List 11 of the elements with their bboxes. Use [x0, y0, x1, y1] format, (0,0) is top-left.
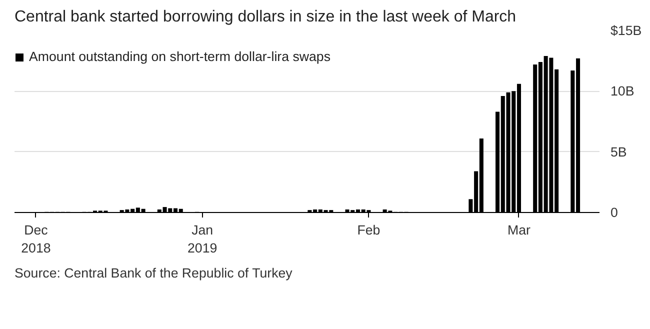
legend-label: Amount outstanding on short-term dollar-lira swaps: [29, 49, 331, 64]
x-tick-label: Feb: [357, 222, 380, 238]
x-tick-label: Dec 2018: [21, 222, 51, 256]
y-tick-label: $15B: [610, 23, 642, 38]
source-note: Source: Central Bank of the Republic of Turkey: [14, 266, 293, 280]
chart-title: Central bank started borrowing dollars in size in the last week of March: [14, 8, 516, 26]
x-tick-label: Mar: [508, 222, 532, 238]
x-tick-label: Jan 2019: [188, 222, 218, 256]
y-tick-label: 5B: [610, 144, 627, 160]
y-tick-label: 0: [610, 205, 618, 220]
y-tick-label: 10B: [610, 84, 634, 99]
